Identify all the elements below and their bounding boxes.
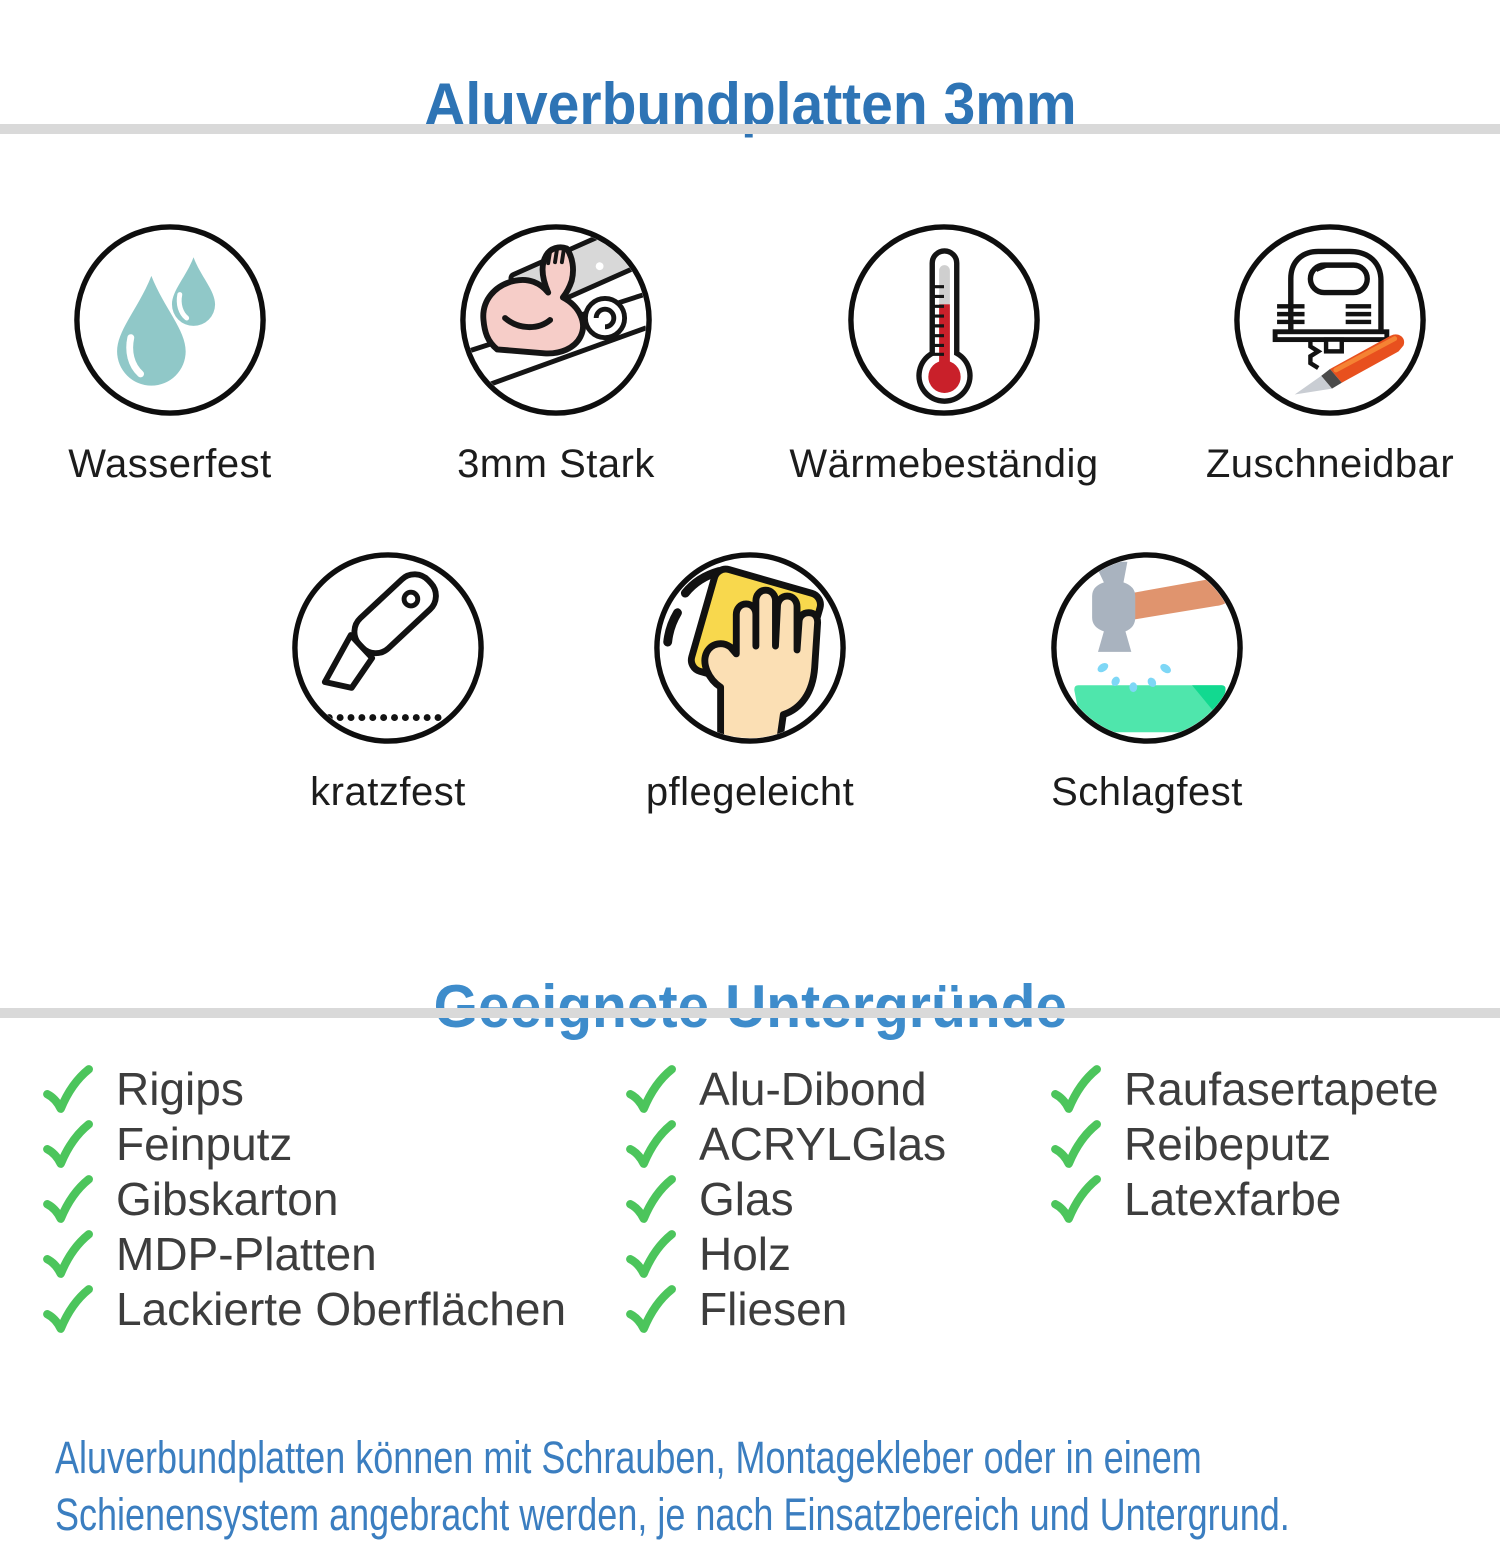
divider (0, 124, 1500, 134)
feature-card-zuschneidbar: Zuschneidbar (1160, 222, 1500, 487)
substrate-label: Gibskarton (116, 1173, 339, 1225)
substrate-label: ACRYLGlas (699, 1118, 947, 1170)
jigsaw-icon (1232, 222, 1428, 418)
feature-card-waermebestaendig: Wärmebeständig (774, 222, 1114, 487)
feature-card-kratzfest: kratzfest (218, 550, 558, 815)
check-icon (623, 1282, 677, 1336)
substrate-label: Raufasertapete (1124, 1063, 1439, 1115)
check-icon (1048, 1172, 1102, 1226)
section-title-untergruende: Geeignete Untergründe (433, 972, 1067, 1040)
check-icon (40, 1227, 94, 1281)
feature-label: kratzfest (310, 770, 466, 814)
substrate-item: Raufasertapete (1048, 1063, 1439, 1115)
feature-label: Wasserfest (68, 442, 272, 486)
substrate-item: Reibeputz (1048, 1118, 1439, 1170)
substrate-item: Feinputz (40, 1118, 566, 1170)
substrate-label: Reibeputz (1124, 1118, 1332, 1170)
check-icon (40, 1117, 94, 1171)
wiping-hand-icon (652, 550, 848, 746)
footer-line-2: Schienensystem angebracht werden, je nac… (55, 1489, 1290, 1540)
check-icon (1048, 1117, 1102, 1171)
substrate-label: Alu-Dibond (699, 1063, 927, 1115)
substrate-item: Rigips (40, 1063, 566, 1115)
feature-card-schlagfest: Schlagfest (977, 550, 1317, 815)
check-icon (1048, 1062, 1102, 1116)
substrate-column-1: Rigips Feinputz Gibskarton MDP-Platten L… (40, 1063, 566, 1341)
substrate-label: Latexfarbe (1124, 1173, 1342, 1225)
substrate-item: Lackierte Oberflächen (40, 1283, 566, 1335)
thermometer-icon (846, 222, 1042, 418)
check-icon (623, 1062, 677, 1116)
substrate-item: ACRYLGlas (623, 1118, 946, 1170)
check-icon (40, 1282, 94, 1336)
feature-label: pflegeleicht (645, 770, 855, 814)
substrate-item: Latexfarbe (1048, 1173, 1439, 1225)
substrate-item: Glas (623, 1173, 946, 1225)
feature-label: Zuschneidbar (1205, 442, 1455, 486)
substrate-item: MDP-Platten (40, 1228, 566, 1280)
substrate-column-2: Alu-Dibond ACRYLGlas Glas Holz Fliesen (623, 1063, 946, 1341)
muscle-arm-icon (458, 222, 654, 418)
feature-label: Schlagfest (1051, 770, 1243, 814)
substrate-item: Alu-Dibond (623, 1063, 946, 1115)
substrate-item: Fliesen (623, 1283, 946, 1335)
divider (0, 1008, 1500, 1018)
hammer-icon (1049, 550, 1245, 746)
substrate-label: MDP-Platten (116, 1228, 377, 1280)
substrate-label: Lackierte Oberflächen (116, 1283, 567, 1335)
substrate-item: Holz (623, 1228, 946, 1280)
feature-card-pflegeleicht: pflegeleicht (580, 550, 920, 815)
check-icon (623, 1227, 677, 1281)
water-drops-icon (72, 222, 268, 418)
substrate-item: Gibskarton (40, 1173, 566, 1225)
footer-note: Aluverbundplatten können mit Schrauben, … (55, 1429, 1475, 1543)
feature-card-wasserfest: Wasserfest (0, 222, 340, 487)
substrate-label: Glas (699, 1173, 794, 1225)
substrate-column-3: Raufasertapete Reibeputz Latexfarbe (1048, 1063, 1439, 1231)
check-icon (40, 1062, 94, 1116)
check-icon (623, 1117, 677, 1171)
utility-knife-icon (290, 550, 486, 746)
substrate-label: Holz (699, 1228, 792, 1280)
substrate-label: Rigips (116, 1063, 244, 1115)
substrate-label: Feinputz (116, 1118, 293, 1170)
substrate-label: Fliesen (699, 1283, 848, 1335)
feature-card-3mm-stark: 3mm Stark (386, 222, 726, 487)
footer-line-1: Aluverbundplatten können mit Schrauben, … (55, 1432, 1202, 1483)
feature-label: 3mm Stark (457, 442, 655, 486)
check-icon (623, 1172, 677, 1226)
feature-label: Wärmebeständig (789, 442, 1099, 486)
check-icon (40, 1172, 94, 1226)
